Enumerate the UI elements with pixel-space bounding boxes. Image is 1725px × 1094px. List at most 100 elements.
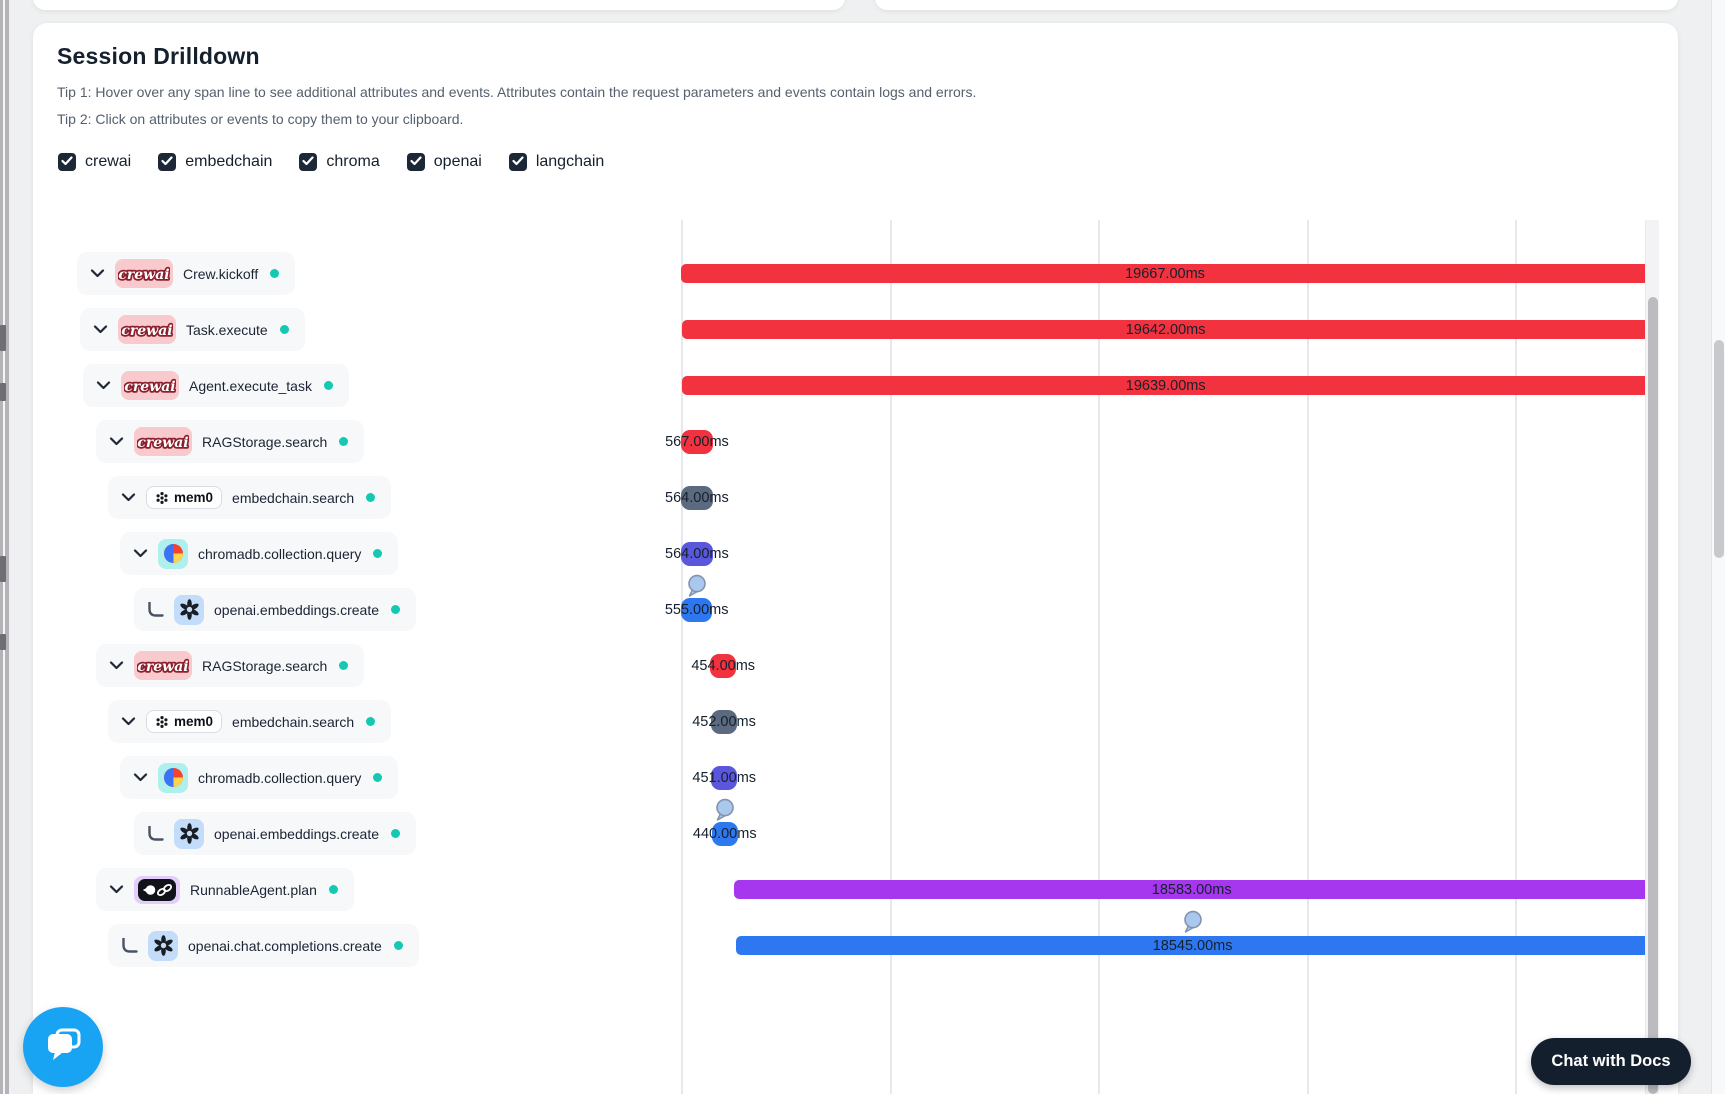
checkbox-box [299, 153, 318, 171]
duration-label: 452.00ms [692, 714, 756, 730]
checkbox-box [508, 153, 527, 171]
event-bubble-icon[interactable] [686, 574, 708, 603]
chevron-down-icon[interactable] [121, 493, 136, 502]
status-dot [328, 885, 338, 894]
span-pill-chromadb.collection.query[interactable]: chromadb.collection.query [120, 756, 399, 799]
span-row: chromadb.collection.query 451.00ms [33, 750, 1678, 806]
timeline-row: 564.00ms [665, 526, 1649, 582]
crewai-logo-icon: crewai [121, 371, 179, 400]
span-pill-Crew.kickoff[interactable]: crewai Crew.kickoff [77, 252, 296, 295]
duration-label: 451.00ms [692, 770, 757, 786]
openai-logo-icon [148, 930, 178, 961]
chevron-down-icon[interactable] [109, 661, 124, 670]
chevron-down-icon[interactable] [109, 885, 124, 894]
filter-checkbox-crewai[interactable]: crewai [58, 153, 131, 171]
checkbox-box [158, 153, 177, 171]
timeline-row: 454.00ms [681, 638, 1649, 694]
span-row: openai.embeddings.create 440.00ms [33, 798, 1678, 862]
chevron-down-icon[interactable] [90, 269, 105, 278]
span-pill-Agent.execute_task[interactable]: crewai Agent.execute_task [83, 364, 349, 407]
status-dot [339, 437, 349, 446]
span-pill-openai.embeddings.create[interactable]: openai.embeddings.create [134, 812, 417, 855]
chevron-down-icon[interactable] [96, 381, 111, 390]
child-connector-icon [147, 826, 164, 841]
span-name: chromadb.collection.query [198, 769, 362, 786]
filter-label: embedchain [185, 153, 273, 170]
svg-text:crewai: crewai [121, 323, 172, 339]
page-scrollbar-track [1711, 0, 1725, 1094]
chevron-down-icon[interactable] [109, 437, 124, 446]
chevron-down-icon[interactable] [121, 717, 136, 726]
crewai-logo-icon: crewai [115, 259, 173, 288]
duration-label: 564.00ms [665, 546, 729, 562]
panel-edge-mark [0, 634, 6, 650]
span-pill-RAGStorage.search[interactable]: crewai RAGStorage.search [96, 420, 365, 463]
duration-label: 454.00ms [691, 658, 756, 674]
filter-checkbox-langchain[interactable]: langchain [508, 153, 604, 171]
span-pill-RAGStorage.search[interactable]: crewai RAGStorage.search [96, 644, 365, 687]
timeline-gridline [889, 220, 892, 1094]
event-bubble-icon[interactable] [714, 798, 736, 827]
duration-label: 19642.00ms [1125, 322, 1206, 338]
timeline-row: 564.00ms [665, 470, 1649, 526]
span-pill-embedchain.search[interactable]: mem0 embedchain.search [108, 476, 392, 519]
child-connector-icon [121, 938, 138, 953]
span-bar-chromadb.collection.query[interactable] [681, 542, 713, 566]
checkmark-icon [512, 153, 524, 171]
span-pill-RunnableAgent.plan[interactable]: RunnableAgent.plan [96, 868, 354, 911]
chevron-down-icon[interactable] [93, 325, 108, 334]
chevron-down-icon[interactable] [133, 773, 148, 782]
span-row: crewai RAGStorage.search 454.00ms [33, 638, 1678, 694]
span-name: RAGStorage.search [202, 433, 328, 450]
chat-widget-icon [40, 1022, 86, 1073]
span-bar-openai.embeddings.create[interactable] [681, 598, 713, 622]
timeline-gridline [681, 220, 683, 1094]
panel-edge-mark [0, 383, 6, 401]
span-pill-Task.execute[interactable]: crewai Task.execute [80, 308, 305, 351]
page-title: Session Drilldown [57, 43, 260, 69]
span-bar-embedchain.search[interactable] [681, 486, 713, 510]
mem0-logo-icon: mem0 [146, 710, 223, 733]
svg-text:crewai: crewai [118, 267, 169, 283]
span-pill-openai.chat.completions.create[interactable]: openai.chat.completions.create [108, 924, 419, 967]
span-bar-Agent.execute_task[interactable] [682, 376, 1649, 395]
filter-checkbox-embedchain[interactable]: embedchain [158, 153, 272, 171]
timeline-row: 19642.00ms [681, 302, 1649, 358]
span-bar-openai.chat.completions.create[interactable] [736, 936, 1649, 955]
filter-checkbox-openai[interactable]: openai [406, 153, 482, 171]
span-row: chromadb.collection.query 564.00ms [33, 526, 1678, 582]
filter-label: chroma [326, 153, 380, 170]
page-scrollbar-thumb[interactable] [1714, 340, 1724, 558]
timeline-row: 555.00ms [665, 574, 1649, 638]
langchain-logo-icon [134, 875, 180, 904]
chart-scrollbar-thumb[interactable] [1648, 297, 1658, 1094]
span-name: Crew.kickoff [183, 265, 259, 282]
event-bubble-icon[interactable] [1182, 910, 1204, 939]
mem0-logo-icon: mem0 [146, 486, 223, 509]
status-dot [366, 717, 376, 726]
checkbox-box [58, 153, 76, 171]
tip-2-text: Tip 2: Click on attributes or events to … [57, 111, 464, 127]
span-bar-chromadb.collection.query[interactable] [711, 766, 738, 790]
span-bar-openai.embeddings.create[interactable] [711, 822, 738, 846]
span-pill-openai.embeddings.create[interactable]: openai.embeddings.create [134, 588, 417, 631]
timeline-row: 19639.00ms [681, 358, 1649, 414]
session-drilldown-card: Session Drilldown Tip 1: Hover over any … [33, 23, 1678, 1094]
span-bar-RunnableAgent.plan[interactable] [734, 880, 1649, 899]
svg-text:crewai: crewai [137, 435, 188, 451]
span-pill-chromadb.collection.query[interactable]: chromadb.collection.query [120, 532, 399, 575]
span-row: mem0 embedchain.search 564.00ms [33, 470, 1678, 526]
span-bar-RAGStorage.search[interactable] [681, 430, 713, 454]
span-bar-RAGStorage.search[interactable] [710, 654, 737, 678]
chevron-down-icon[interactable] [133, 549, 148, 558]
filter-checkbox-chroma[interactable]: chroma [299, 153, 380, 171]
span-bar-embedchain.search[interactable] [710, 710, 738, 734]
span-pill-embedchain.search[interactable]: mem0 embedchain.search [108, 700, 392, 743]
chat-with-docs-button[interactable]: Chat with Docs [1531, 1038, 1691, 1085]
span-row: openai.chat.completions.create 18545.00ms [33, 910, 1678, 974]
span-bar-Task.execute[interactable] [682, 320, 1649, 339]
status-dot [323, 381, 333, 390]
duration-label: 567.00ms [665, 434, 729, 450]
span-bar-Crew.kickoff[interactable] [681, 264, 1649, 283]
chat-widget-button[interactable] [23, 1007, 103, 1087]
